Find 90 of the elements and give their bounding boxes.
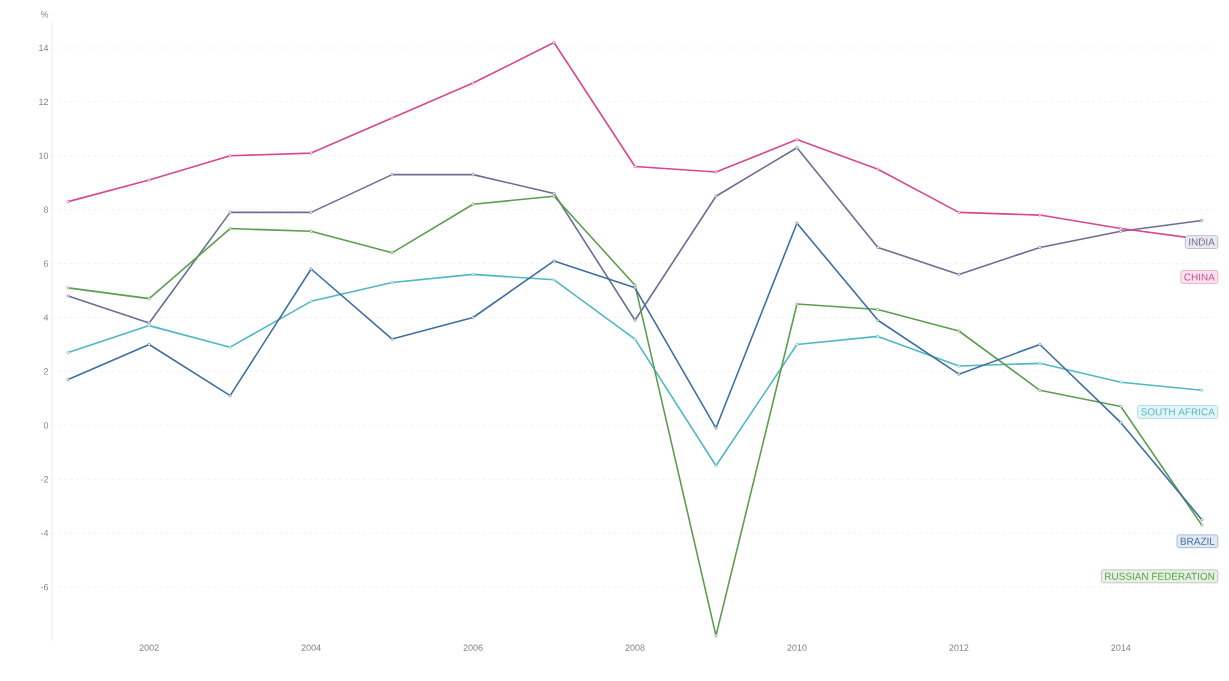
- point: [309, 299, 313, 303]
- x-tick-label: 2004: [301, 644, 321, 651]
- y-tick-label: 14: [39, 44, 49, 52]
- point: [714, 170, 718, 174]
- point: [228, 210, 232, 214]
- point: [66, 294, 70, 298]
- y-tick-label: 0: [43, 422, 49, 429]
- point: [795, 138, 799, 142]
- point: [552, 40, 556, 45]
- point: [66, 200, 70, 204]
- point: [228, 345, 232, 349]
- point: [390, 251, 394, 255]
- point: [471, 202, 475, 206]
- point: [309, 267, 313, 271]
- point: [1119, 404, 1123, 409]
- y-tick-label: 6: [43, 260, 49, 267]
- point: [714, 634, 718, 638]
- point: [957, 372, 961, 376]
- point: [147, 342, 151, 347]
- point: [633, 318, 637, 322]
- y-tick-label: -4: [40, 530, 49, 537]
- point: [390, 280, 394, 285]
- point: [876, 167, 880, 171]
- point: [876, 245, 880, 250]
- point: [309, 151, 313, 155]
- legend-label: RUSSIAN FEDERATION: [1105, 572, 1215, 580]
- point: [471, 81, 475, 85]
- point: [552, 259, 556, 263]
- point: [957, 272, 961, 276]
- point: [147, 178, 151, 182]
- point: [1119, 380, 1123, 384]
- x-tick-label: 2006: [463, 644, 483, 651]
- point: [876, 318, 880, 322]
- point: [66, 286, 70, 290]
- x-tick-label: 2012: [949, 644, 969, 651]
- point: [1200, 218, 1204, 223]
- point: [714, 426, 718, 430]
- point: [876, 307, 880, 312]
- point: [552, 278, 556, 282]
- point: [66, 350, 70, 355]
- x-tick-label: 2008: [625, 644, 645, 651]
- point: [147, 297, 151, 301]
- legend-label: INDIA: [1189, 238, 1215, 246]
- x-tick-label: 2014: [1111, 644, 1131, 651]
- legend-label: BRAZIL: [1180, 537, 1215, 545]
- point: [228, 226, 232, 231]
- x-tick-label: 2002: [139, 644, 159, 651]
- point: [390, 173, 394, 177]
- y-tick-label: 8: [43, 206, 49, 213]
- point: [795, 342, 799, 347]
- point: [1200, 523, 1204, 527]
- point: [390, 337, 394, 341]
- point: [471, 315, 475, 320]
- point: [633, 164, 637, 169]
- point: [795, 221, 799, 225]
- y-tick-label: 2: [43, 368, 49, 375]
- point: [1119, 421, 1123, 425]
- point: [957, 210, 961, 214]
- point: [1200, 388, 1204, 392]
- y-tick-label: 12: [39, 98, 49, 105]
- point: [1038, 388, 1042, 392]
- point: [1200, 518, 1204, 522]
- point: [471, 272, 475, 276]
- point: [1038, 361, 1042, 365]
- point: [795, 302, 799, 306]
- y-tick-label: -6: [40, 583, 49, 591]
- point: [309, 210, 313, 214]
- x-tick-label: 2010: [787, 644, 807, 651]
- point: [795, 146, 799, 150]
- point: [714, 464, 718, 468]
- point: [1038, 213, 1042, 217]
- y-axis-title: %: [40, 11, 49, 18]
- point: [876, 334, 880, 338]
- point: [957, 329, 961, 333]
- point: [957, 364, 961, 368]
- y-tick-label: 4: [43, 314, 49, 321]
- point: [309, 229, 313, 233]
- point: [1038, 245, 1042, 250]
- legend-label: CHINA: [1184, 273, 1215, 281]
- point: [714, 194, 718, 198]
- point: [1038, 342, 1042, 347]
- point: [633, 337, 637, 341]
- point: [66, 377, 70, 382]
- legend-label: SOUTH AFRICA: [1141, 408, 1215, 416]
- point: [228, 394, 232, 398]
- point: [471, 173, 475, 177]
- y-tick-label: 10: [39, 152, 49, 159]
- point: [228, 154, 232, 158]
- y-tick-label: -2: [40, 476, 49, 483]
- point: [390, 116, 394, 120]
